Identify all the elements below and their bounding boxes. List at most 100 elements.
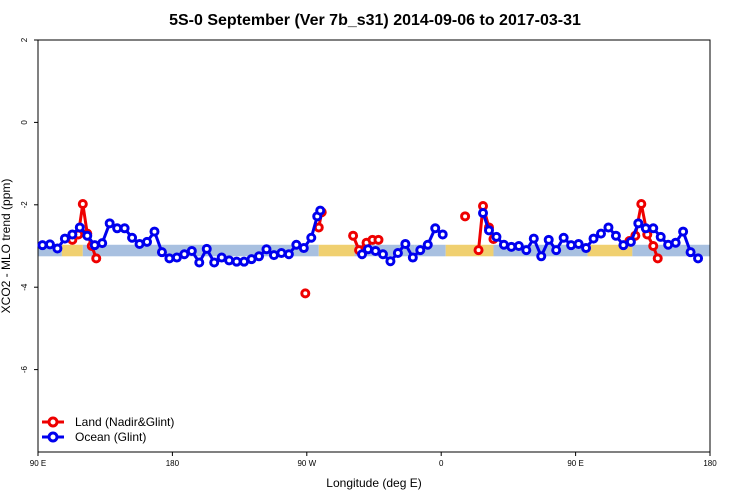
data-point xyxy=(392,248,403,259)
data-point xyxy=(97,238,108,249)
data-point xyxy=(652,253,663,264)
data-point xyxy=(588,233,599,244)
data-point xyxy=(618,240,629,251)
data-point xyxy=(82,230,93,241)
data-point xyxy=(648,223,659,234)
strip-segment-land xyxy=(445,244,494,257)
data-point xyxy=(377,249,388,260)
data-point xyxy=(640,223,651,234)
data-point xyxy=(112,223,123,234)
strip-segment-ocean xyxy=(414,244,446,257)
strip-segment-land xyxy=(318,244,355,257)
x-tick-label: 90 E xyxy=(567,459,583,468)
data-point xyxy=(648,241,659,251)
data-point xyxy=(37,240,48,251)
y-tick-label: -4 xyxy=(20,283,29,291)
data-point xyxy=(89,240,100,251)
data-point xyxy=(498,239,509,250)
y-tick-label: -6 xyxy=(20,365,29,373)
data-point xyxy=(300,288,311,299)
data-point xyxy=(104,218,115,229)
data-point xyxy=(276,248,287,259)
data-point xyxy=(558,232,569,243)
data-point xyxy=(370,245,381,256)
series-ocean xyxy=(37,205,704,268)
strip-segment-ocean xyxy=(82,244,319,257)
data-point xyxy=(473,245,484,256)
data-point xyxy=(566,240,577,251)
data-point xyxy=(678,226,689,237)
data-point xyxy=(551,245,562,256)
y-axis: 2 0 -2 -4 -6 xyxy=(20,37,38,373)
data-point xyxy=(127,232,138,243)
data-point xyxy=(400,238,411,249)
data-point xyxy=(119,223,130,234)
chart-title: 5S-0 September (Ver 7b_s31) 2014-09-06 t… xyxy=(169,12,581,29)
data-point xyxy=(209,257,220,268)
data-point xyxy=(134,238,145,249)
data-point xyxy=(528,233,539,244)
data-point xyxy=(298,243,309,254)
data-point xyxy=(268,250,279,261)
legend: Land (Nadir&Glint) Ocean (Glint) xyxy=(42,415,174,444)
data-point xyxy=(348,230,359,241)
data-point xyxy=(543,234,554,245)
data-point xyxy=(315,205,326,216)
data-point xyxy=(91,253,102,264)
data-point xyxy=(636,198,647,209)
data-point xyxy=(194,257,205,268)
data-point xyxy=(246,254,257,265)
data-point xyxy=(77,198,88,209)
data-point xyxy=(491,231,502,242)
legend-land-marker xyxy=(47,416,59,428)
x-tick-label: 180 xyxy=(166,459,180,468)
y-axis-label: XCO2 - MLO trend (ppm) xyxy=(0,179,13,314)
legend-ocean-label: Ocean (Glint) xyxy=(75,430,146,444)
x-tick-label: 0 xyxy=(439,459,444,468)
data-point xyxy=(385,256,396,267)
strip-segment-ocean xyxy=(632,244,710,257)
data-point xyxy=(603,222,614,233)
data-point xyxy=(291,239,302,250)
data-point xyxy=(415,245,426,256)
data-point xyxy=(142,236,153,247)
data-point xyxy=(430,223,441,234)
data-point xyxy=(437,229,448,240)
data-point xyxy=(171,252,182,263)
data-point xyxy=(261,244,272,255)
data-point xyxy=(164,253,175,264)
data-point xyxy=(573,238,584,249)
data-point xyxy=(239,256,250,267)
data-point xyxy=(216,252,227,263)
x-tick-label: 90 E xyxy=(30,459,46,468)
strip-segment-ocean xyxy=(493,244,588,257)
y-tick-label: 0 xyxy=(20,120,29,125)
data-point xyxy=(59,233,70,244)
y-tick-label: -2 xyxy=(20,201,29,209)
y-tick-label: 2 xyxy=(20,37,29,42)
data-point xyxy=(685,247,696,258)
data-point xyxy=(670,237,681,248)
data-point xyxy=(306,232,317,243)
data-point xyxy=(610,230,621,241)
series-layer xyxy=(37,198,704,299)
data-point xyxy=(363,244,374,255)
data-point xyxy=(224,255,235,266)
data-point xyxy=(478,208,489,219)
x-tick-label: 90 W xyxy=(297,459,316,468)
data-point xyxy=(52,243,63,254)
strip-segment-ocean xyxy=(38,244,62,257)
data-point xyxy=(201,243,212,254)
data-point xyxy=(506,241,517,252)
data-point xyxy=(156,247,167,258)
data-point xyxy=(483,225,494,236)
data-point xyxy=(595,228,606,239)
data-point xyxy=(536,251,547,262)
data-point xyxy=(625,236,636,247)
x-tick-label: 180 xyxy=(703,459,717,468)
data-point xyxy=(186,245,197,256)
data-point xyxy=(581,243,592,254)
x-axis: 90 E 180 90 W 0 90 E 180 xyxy=(30,452,717,468)
data-point xyxy=(422,239,433,250)
data-point xyxy=(633,218,644,229)
